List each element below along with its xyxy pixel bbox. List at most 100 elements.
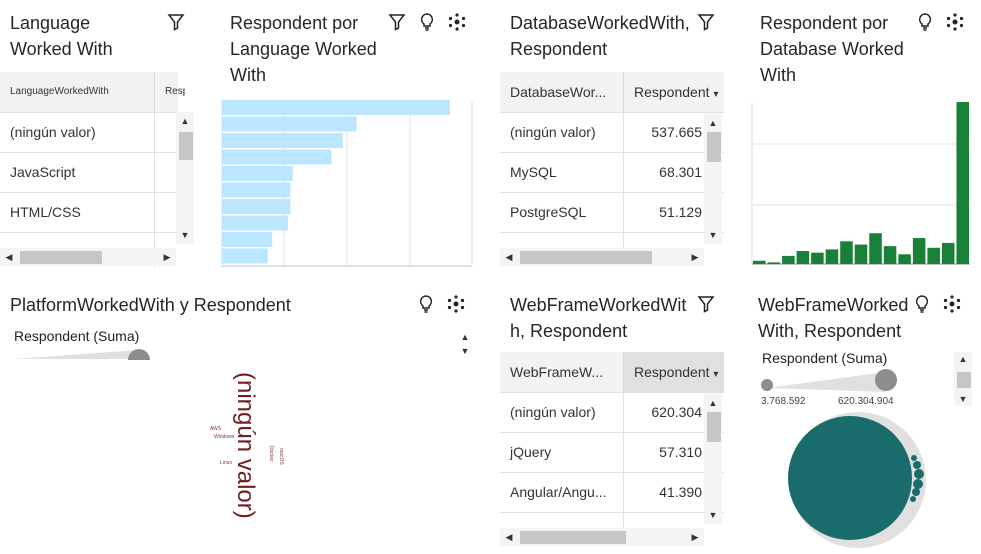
sort-chevron-icon[interactable]: ▾ [713, 89, 719, 100]
scroll-right-icon[interactable]: ▶ [163, 252, 171, 262]
table-row[interactable]: jQuery 57.310 [500, 432, 724, 473]
scroll-left-icon[interactable]: ◀ [505, 252, 513, 262]
bubble[interactable] [912, 488, 920, 496]
bubble[interactable] [914, 469, 924, 479]
scroll-down-icon[interactable]: ▼ [180, 230, 190, 240]
filter-icon[interactable] [696, 12, 716, 32]
scroll-thumb[interactable] [707, 412, 721, 442]
bar[interactable] [941, 242, 955, 264]
column-header-language[interactable]: LanguageWorkedWith [0, 72, 155, 112]
bubble[interactable] [910, 496, 916, 502]
bar[interactable] [956, 102, 969, 264]
horizontal-scrollbar[interactable]: ◀ ▶ [0, 248, 176, 266]
word-cloud-word[interactable]: (ningún valor) [232, 372, 259, 519]
bar[interactable] [782, 255, 795, 264]
word-cloud-word[interactable]: macOS [278, 448, 284, 465]
bar[interactable] [222, 149, 332, 165]
column-header-respondent[interactable]: Respondent ▾ [624, 352, 724, 392]
network-icon[interactable] [942, 294, 962, 314]
insight-bulb-icon[interactable] [915, 12, 935, 32]
insight-bulb-icon[interactable] [416, 294, 436, 314]
bar[interactable] [222, 166, 293, 181]
scroll-right-icon[interactable]: ▶ [691, 532, 699, 542]
scroll-up-icon[interactable]: ▲ [708, 118, 718, 128]
bar[interactable] [927, 247, 940, 264]
table-row[interactable] [500, 512, 724, 528]
bar[interactable] [912, 238, 926, 264]
bar[interactable] [840, 241, 853, 264]
vertical-scrollbar[interactable]: ▲ ▼ [176, 112, 194, 244]
scroll-thumb[interactable] [957, 372, 971, 388]
legend-scrollbar[interactable]: ▲ ▼ [456, 330, 474, 358]
scroll-thumb[interactable] [707, 132, 721, 162]
network-icon[interactable] [945, 12, 965, 32]
table-row[interactable]: JavaScript [0, 152, 178, 193]
table-row[interactable]: (ningún valor) 537.665 [500, 112, 724, 153]
filter-icon[interactable] [387, 12, 407, 32]
table-row[interactable]: (ningún valor) [0, 112, 178, 153]
horizontal-scrollbar[interactable]: ◀ ▶ [500, 248, 704, 266]
insight-bulb-icon[interactable] [912, 294, 932, 314]
bar[interactable] [753, 260, 766, 264]
bar[interactable] [825, 249, 839, 264]
vertical-scrollbar[interactable]: ▲ ▼ [704, 394, 722, 524]
legend-scrollbar[interactable]: ▲ ▼ [954, 352, 972, 406]
bar[interactable] [796, 251, 810, 264]
scroll-down-icon[interactable]: ▼ [958, 394, 968, 404]
scroll-thumb[interactable] [520, 251, 652, 264]
table-row[interactable]: HTML/CSS [0, 192, 178, 233]
table-row[interactable]: MySQL 68.301 [500, 152, 724, 193]
bubble-main[interactable] [788, 416, 912, 540]
bubble[interactable] [913, 479, 923, 489]
bar[interactable] [767, 262, 781, 264]
bar[interactable] [869, 233, 882, 264]
word-cloud-word[interactable]: AWS [210, 426, 222, 432]
table-row[interactable]: (ningún valor) 620.304 [500, 392, 724, 433]
bar[interactable] [222, 232, 273, 247]
sort-chevron-icon[interactable]: ▾ [713, 369, 719, 380]
word-cloud-word[interactable]: Linux [220, 460, 232, 466]
bar[interactable] [898, 254, 911, 264]
bar[interactable] [222, 100, 450, 115]
scroll-down-icon[interactable]: ▼ [460, 346, 470, 356]
column-header-respondent[interactable]: Respondent ▾ [624, 72, 724, 112]
horizontal-scrollbar[interactable]: ◀ ▶ [500, 528, 704, 546]
scroll-left-icon[interactable]: ◀ [505, 532, 513, 542]
scroll-down-icon[interactable]: ▼ [708, 230, 718, 240]
scroll-right-icon[interactable]: ▶ [691, 252, 699, 262]
column-header-webframe[interactable]: WebFrameW... [500, 352, 624, 392]
scroll-left-icon[interactable]: ◀ [5, 252, 13, 262]
table-row[interactable]: PostgreSQL 51.129 [500, 192, 724, 233]
table-row[interactable] [500, 232, 724, 248]
legend-slider[interactable] [760, 368, 910, 396]
bar[interactable] [883, 246, 897, 264]
bar[interactable] [222, 133, 343, 148]
column-header-respondent[interactable]: Respondent [165, 86, 185, 97]
bar[interactable] [222, 116, 357, 132]
word-cloud-big-word[interactable]: (ningún valor) [232, 372, 259, 519]
scroll-thumb[interactable] [20, 251, 102, 264]
legend-slider[interactable] [14, 346, 154, 360]
word-cloud-word[interactable]: Windows [214, 434, 235, 440]
filter-icon[interactable] [696, 294, 716, 314]
scroll-up-icon[interactable]: ▲ [180, 116, 190, 126]
bubble[interactable] [911, 455, 917, 461]
scroll-down-icon[interactable]: ▼ [708, 510, 718, 520]
column-header-database[interactable]: DatabaseWor... [500, 72, 624, 112]
scroll-thumb[interactable] [179, 132, 193, 160]
scroll-up-icon[interactable]: ▲ [460, 332, 470, 342]
word-cloud-word[interactable]: Docker [268, 446, 274, 462]
filter-icon[interactable] [166, 12, 186, 32]
bar[interactable] [222, 215, 289, 231]
network-icon[interactable] [447, 12, 467, 32]
bar[interactable] [222, 248, 268, 264]
bubble[interactable] [913, 461, 921, 469]
bar[interactable] [222, 182, 291, 198]
scroll-up-icon[interactable]: ▲ [708, 398, 718, 408]
bar[interactable] [222, 199, 291, 214]
vertical-scrollbar[interactable]: ▲ ▼ [704, 114, 722, 244]
insight-bulb-icon[interactable] [417, 12, 437, 32]
scroll-thumb[interactable] [520, 531, 626, 544]
bar[interactable] [811, 252, 824, 264]
network-icon[interactable] [446, 294, 466, 314]
